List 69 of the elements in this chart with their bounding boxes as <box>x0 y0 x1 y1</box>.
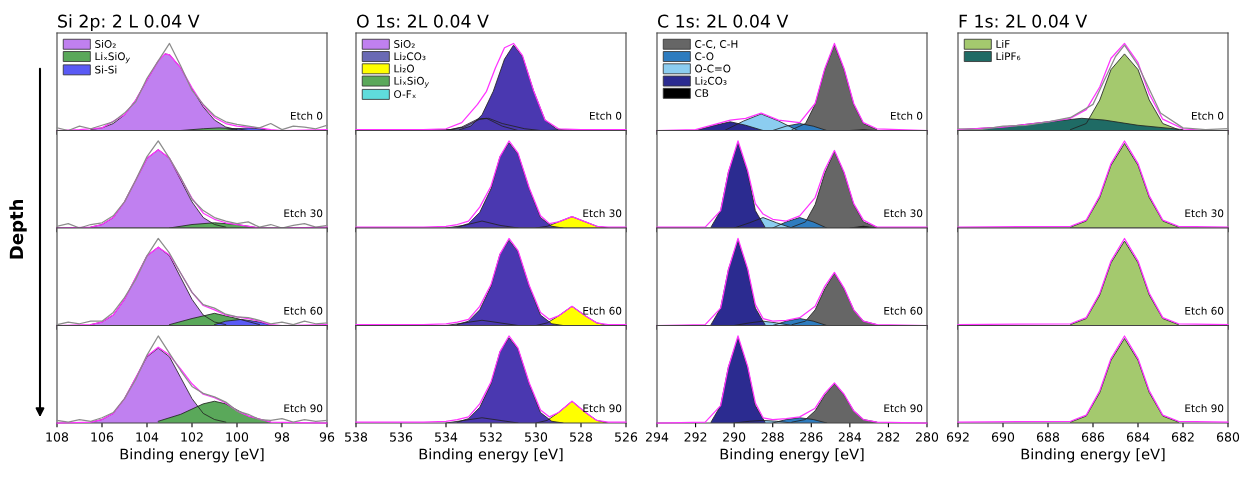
annotation: Etch 90 <box>284 404 323 413</box>
x-tick-label: 692 <box>946 432 969 442</box>
x-tick-label: 532 <box>480 432 502 442</box>
x-tick-label: 686 <box>1081 432 1105 442</box>
annotation: Etch 60 <box>284 306 323 315</box>
x-tick-label: 690 <box>991 432 1015 442</box>
annotation: Etch 90 <box>583 404 622 413</box>
x-tick-label: 290 <box>723 432 746 442</box>
legend-label: O-Fₓ <box>394 90 416 99</box>
x-tick-label: 530 <box>525 432 548 442</box>
text: Depth <box>9 199 27 259</box>
legend-label: Li₂CO₃ <box>695 76 727 85</box>
legend-label: Li₂CO₃ <box>394 52 426 61</box>
x-tick-label: 534 <box>435 432 458 442</box>
legend-label: C-C, C-H <box>695 40 738 49</box>
annotation: Etch 0 <box>590 111 622 120</box>
chart-title: C 1s: 2L 0.04 V <box>657 14 789 28</box>
x-tick-label: 688 <box>1036 432 1060 442</box>
annotation: Etch 90 <box>884 404 923 413</box>
x-tick-label: 102 <box>181 432 203 442</box>
x-tick-label: 680 <box>1216 432 1240 442</box>
legend-label: LiF <box>996 39 1010 48</box>
x-tick-label: 106 <box>91 432 114 442</box>
annotation: Etch 60 <box>583 306 622 315</box>
chart-title: F 1s: 2L 0.04 V <box>959 14 1088 28</box>
legend-label: CB <box>695 89 709 98</box>
legend-label: SiO₂ <box>95 39 116 48</box>
chart-title: O 1s: 2L 0.04 V <box>356 14 489 28</box>
x-axis-title: Binding energy [eV] <box>720 448 864 463</box>
x-tick-label: 98 <box>274 432 290 442</box>
annotation: Etch 60 <box>884 306 923 315</box>
legend-label: C-O <box>695 52 714 61</box>
x-tick-label: 96 <box>319 432 335 442</box>
annotation: Etch 30 <box>284 209 323 218</box>
annotation: Etch 0 <box>291 111 323 120</box>
annotation: Etch 60 <box>1185 306 1224 315</box>
legend-label: Li₂O <box>394 64 414 73</box>
x-tick-label: 538 <box>345 432 368 442</box>
legend-label: SiO₂ <box>394 39 415 48</box>
x-axis-title: Binding energy [eV] <box>120 448 264 463</box>
x-axis-title: Binding energy [eV] <box>419 448 563 463</box>
x-tick-label: 682 <box>1171 432 1194 442</box>
annotation: Etch 30 <box>1185 209 1224 218</box>
legend-label: LiₓSiO$_{y}$ <box>394 76 430 88</box>
x-axis-title: Binding energy [eV] <box>1021 448 1165 463</box>
x-tick-label: 536 <box>390 432 413 442</box>
x-tick-label: 288 <box>761 432 784 442</box>
chart-title: Si 2p: 2 L 0.04 V <box>58 14 200 32</box>
x-tick-label: 292 <box>684 432 707 442</box>
x-tick-label: 526 <box>615 432 638 442</box>
annotation: Etch 0 <box>891 111 923 120</box>
x-tick-label: 104 <box>136 432 159 442</box>
x-tick-label: 684 <box>1126 432 1150 442</box>
legend-label: LiPF₆ <box>996 52 1021 61</box>
x-tick-label: 284 <box>838 432 862 442</box>
annotation: Etch 90 <box>1185 404 1224 413</box>
annotation: Etch 0 <box>1192 111 1224 120</box>
annotation: Etch 30 <box>583 209 622 218</box>
x-tick-label: 282 <box>877 432 900 442</box>
legend-label: O-C=O <box>695 64 731 73</box>
x-tick-label: 528 <box>570 432 593 442</box>
x-tick-label: 280 <box>915 432 939 442</box>
x-tick-label: 100 <box>226 432 249 442</box>
x-tick-label: 108 <box>46 432 69 442</box>
legend-label: Si-Si <box>95 65 117 74</box>
x-tick-label: 294 <box>645 432 669 442</box>
annotation: Etch 30 <box>884 209 923 218</box>
legend-label: LiₓSiO$_{y}$ <box>95 52 131 64</box>
x-tick-label: 286 <box>800 432 823 442</box>
